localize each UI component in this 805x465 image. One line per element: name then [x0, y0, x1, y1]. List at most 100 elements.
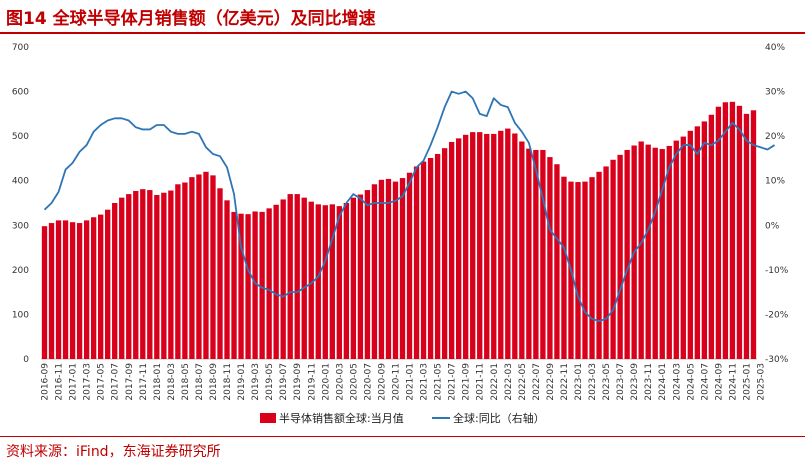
source-note: 资料来源：iFind，东海证券研究所	[6, 444, 221, 460]
x-tick-label: 2024-05	[686, 363, 696, 401]
x-tick-label: 2023-05	[602, 363, 612, 401]
bar-55	[427, 157, 434, 359]
x-tick-label: 2021-03	[420, 363, 430, 401]
bar-71	[540, 149, 546, 359]
x-tick-label: 2019-09	[293, 363, 303, 401]
bar-27	[231, 211, 237, 359]
x-tick-label: 2025-01	[742, 363, 752, 401]
bar-89	[666, 145, 672, 359]
bar-19	[175, 184, 181, 359]
bar-40	[322, 205, 328, 359]
bar-59	[456, 138, 462, 359]
left-tick-label: 300	[12, 221, 29, 231]
bar-54	[420, 161, 427, 359]
x-tick-label: 2024-09	[714, 363, 724, 401]
bar-24	[210, 175, 216, 359]
bar-85	[638, 141, 644, 359]
bar-32	[266, 208, 272, 359]
bar-7	[90, 217, 97, 359]
left-axis: 0 100 200 300 400 500 600 700	[12, 43, 29, 365]
bar-57	[441, 148, 448, 359]
left-tick-label: 600	[12, 88, 29, 98]
x-tick-label: 2023-01	[574, 363, 584, 401]
bar-66	[505, 128, 511, 359]
source-rule	[0, 436, 805, 437]
x-tick-label: 2021-07	[448, 363, 458, 401]
bar-12	[126, 194, 132, 359]
bar-48	[378, 179, 385, 359]
bar-37	[301, 197, 307, 359]
bar-47	[371, 184, 378, 359]
x-tick-label: 2022-11	[560, 363, 570, 401]
x-tick-label: 2024-03	[672, 363, 682, 401]
bar-80	[603, 166, 609, 359]
x-tick-label: 2023-03	[588, 363, 598, 401]
bar-18	[168, 190, 174, 359]
x-tick-label: 2017-09	[125, 363, 135, 401]
x-tick-label: 2020-07	[363, 363, 373, 401]
x-tick-label: 2018-03	[167, 363, 177, 401]
x-tick-label: 2021-05	[434, 363, 444, 401]
bar-1	[48, 223, 55, 359]
bar-58	[448, 141, 455, 359]
x-tick-label: 2022-03	[504, 363, 514, 401]
x-tick-label: 2024-01	[658, 363, 668, 401]
x-tick-label: 2019-03	[251, 363, 261, 401]
bar-10	[112, 203, 118, 359]
bar-79	[596, 171, 602, 359]
bar-77	[582, 181, 588, 359]
bar-83	[624, 149, 630, 359]
x-tick-label: 2017-07	[111, 363, 121, 401]
x-tick-label: 2016-09	[41, 363, 51, 401]
x-tick-label: 2016-11	[55, 363, 65, 401]
x-tick-label: 2023-11	[644, 363, 654, 401]
bar-9	[105, 209, 111, 359]
x-tick-label: 2022-01	[490, 363, 500, 401]
bar-93	[694, 126, 700, 359]
x-tick-label: 2020-09	[377, 363, 387, 401]
bar-35	[287, 194, 293, 359]
left-tick-label: 100	[12, 310, 29, 320]
x-tick-label: 2022-09	[546, 363, 556, 401]
bar-36	[294, 194, 300, 359]
bar-49	[385, 178, 392, 359]
bar-50	[392, 181, 399, 359]
x-tick-label: 2019-05	[265, 363, 275, 401]
bar-31	[259, 211, 265, 359]
x-tick-label: 2019-11	[307, 363, 317, 401]
bar-15	[147, 190, 153, 359]
x-tick-label: 2020-01	[321, 363, 331, 401]
bar-43	[343, 203, 350, 359]
x-tick-label: 2021-09	[462, 363, 472, 401]
bar-86	[645, 144, 651, 359]
left-tick-label: 500	[12, 132, 29, 142]
bar-22	[196, 174, 202, 359]
bar-21	[189, 177, 195, 359]
bar-92	[687, 130, 693, 359]
bar-23	[203, 171, 209, 359]
x-tick-label: 2025-03	[757, 363, 767, 401]
bar-39	[315, 204, 321, 359]
bar-72	[547, 157, 553, 359]
right-tick-label: -10%	[765, 266, 789, 276]
bar-65	[498, 130, 504, 359]
x-tick-label: 2023-07	[616, 363, 626, 401]
x-tick-label: 2024-07	[700, 363, 710, 401]
bar-series	[41, 101, 757, 360]
bar-4	[69, 222, 76, 359]
x-tick-label: 2022-07	[532, 363, 542, 401]
bar-14	[140, 189, 146, 359]
left-tick-label: 700	[12, 43, 29, 53]
bar-88	[659, 149, 665, 359]
yoy-growth-line	[43, 90, 776, 323]
bar-8	[98, 214, 104, 359]
x-tick-label: 2018-01	[153, 363, 163, 401]
bar-3	[62, 220, 69, 359]
bar-95	[708, 114, 715, 359]
bar-63	[484, 133, 490, 359]
bar-13	[133, 190, 139, 359]
bar-97	[722, 102, 729, 360]
x-tick-label: 2024-11	[728, 363, 738, 401]
right-tick-label: 20%	[765, 132, 785, 142]
bar-51	[399, 178, 406, 359]
